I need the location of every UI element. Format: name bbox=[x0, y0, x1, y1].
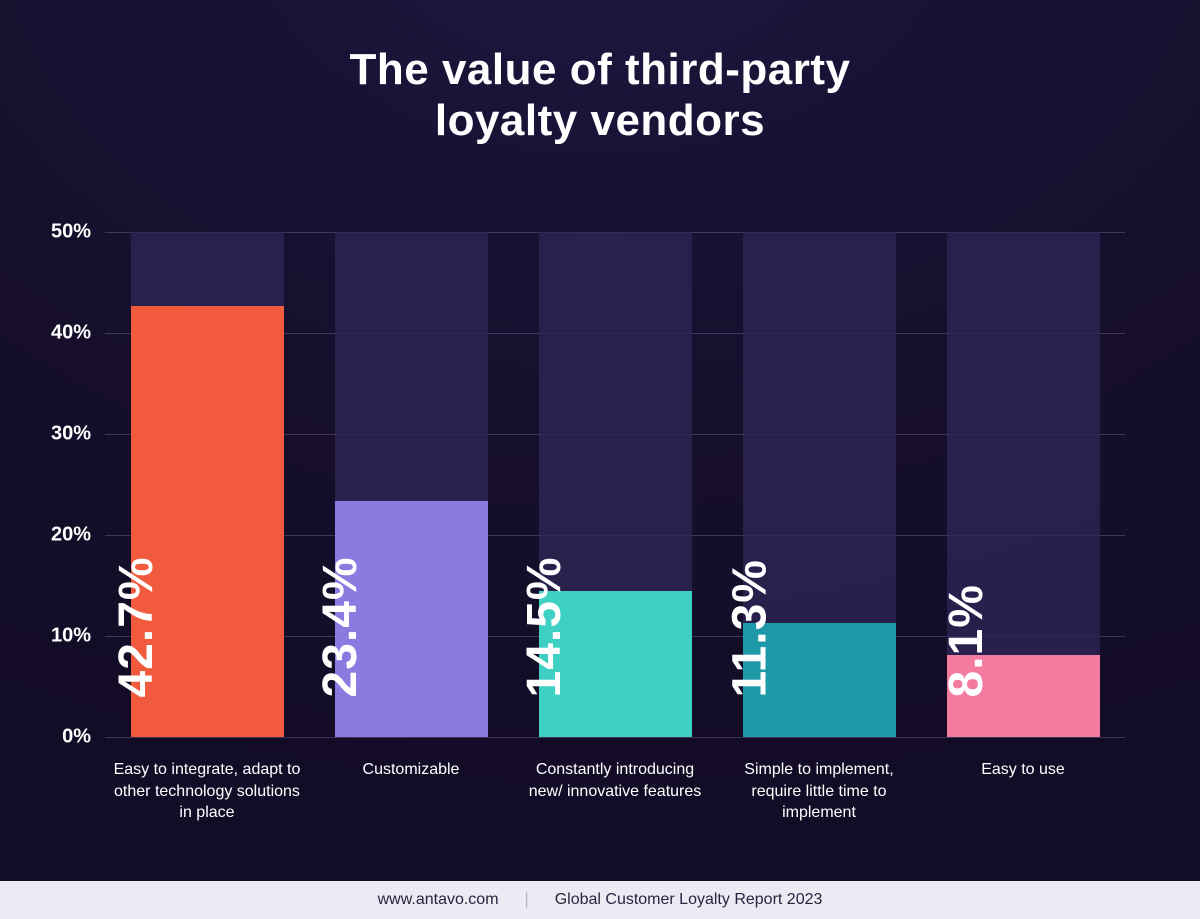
footer-separator: | bbox=[525, 891, 529, 909]
y-tick-label: 20% bbox=[51, 524, 91, 547]
bar-value-label: 11.3% bbox=[722, 559, 777, 697]
category-label: Simple to implement, require little time… bbox=[722, 759, 916, 824]
chart-title: The value of third-party loyalty vendors bbox=[0, 45, 1200, 146]
bar-chart: 0%10%20%30%40%50%42.7%Easy to integrate,… bbox=[105, 232, 1125, 737]
y-tick-label: 10% bbox=[51, 625, 91, 648]
y-tick-label: 30% bbox=[51, 423, 91, 446]
y-tick-label: 40% bbox=[51, 322, 91, 345]
footer-report: Global Customer Loyalty Report 2023 bbox=[555, 891, 823, 909]
footer-bar: www.antavo.com | Global Customer Loyalty… bbox=[0, 881, 1200, 919]
category-label: Constantly introducing new/ innovative f… bbox=[518, 759, 712, 802]
footer-site: www.antavo.com bbox=[378, 891, 499, 909]
bar-value-label: 8.1% bbox=[939, 584, 994, 697]
bar-value-label: 14.5% bbox=[517, 556, 572, 697]
chart-canvas: The value of third-party loyalty vendors… bbox=[0, 0, 1200, 919]
chart-title-line1: The value of third-party bbox=[0, 45, 1200, 96]
y-tick-label: 50% bbox=[51, 221, 91, 244]
gridline bbox=[105, 737, 1125, 738]
bar-value-label: 42.7% bbox=[109, 556, 164, 697]
category-label: Customizable bbox=[314, 759, 508, 781]
bar-value-label: 23.4% bbox=[313, 556, 368, 697]
category-label: Easy to integrate, adapt to other techno… bbox=[110, 759, 304, 824]
chart-title-line2: loyalty vendors bbox=[0, 96, 1200, 147]
y-tick-label: 0% bbox=[62, 726, 91, 749]
category-label: Easy to use bbox=[926, 759, 1120, 781]
